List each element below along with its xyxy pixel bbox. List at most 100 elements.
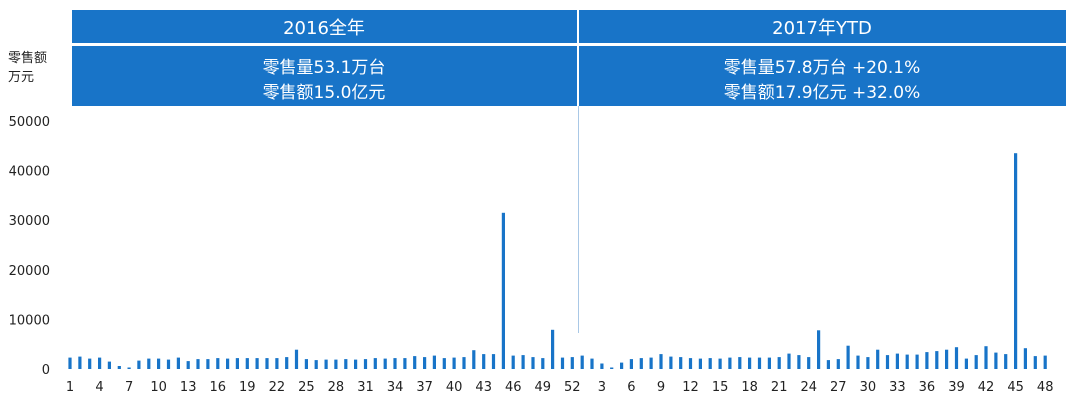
x-tick-label: 12 <box>682 380 699 395</box>
x-tick-label: 3 <box>598 380 606 395</box>
panel-2017-amount: 零售额17.9亿元 +32.0% <box>724 83 921 103</box>
bar <box>905 354 909 369</box>
bar <box>511 355 515 369</box>
bar <box>649 357 653 369</box>
bar <box>482 354 486 369</box>
x-tick-label: 49 <box>535 380 552 395</box>
bar <box>176 357 180 369</box>
x-tick-label: 21 <box>771 380 788 395</box>
bar <box>708 358 712 369</box>
bar <box>688 358 693 369</box>
bar <box>432 355 436 369</box>
bar <box>964 358 968 369</box>
y-tick-label: 30000 <box>9 214 50 229</box>
x-tick-label: 28 <box>328 380 345 395</box>
x-tick-label: 22 <box>269 380 286 395</box>
bar <box>275 358 279 369</box>
bar <box>68 357 72 369</box>
bar <box>1023 348 1027 369</box>
x-tick-label: 45 <box>1007 380 1024 395</box>
bar <box>994 352 998 369</box>
bar <box>817 330 821 369</box>
bar <box>324 359 328 369</box>
bar <box>856 355 860 369</box>
bar <box>423 357 427 369</box>
bar <box>895 353 899 369</box>
bar <box>334 359 338 369</box>
bar <box>885 355 890 369</box>
panel-2017-summary-box <box>579 46 1066 106</box>
bar <box>383 358 387 369</box>
bar <box>570 357 574 369</box>
bar <box>157 358 161 369</box>
bar <box>501 212 505 369</box>
bar <box>294 349 299 369</box>
bar <box>373 358 377 369</box>
x-axis: 1 4 7 10 13 16 19 22 25 28 31 34 37 40 43 46 49 52 3 6 9 12 15… <box>66 380 1054 395</box>
x-tick-label: 15 <box>712 380 729 395</box>
bar <box>472 350 476 369</box>
bar <box>127 367 131 369</box>
bar <box>826 360 830 369</box>
x-tick-label: 37 <box>416 380 433 395</box>
x-tick-label: 52 <box>564 380 581 395</box>
y-axis-unit: 零售额 万元 <box>8 50 47 85</box>
panel-2017-title-box <box>579 10 1066 43</box>
panel-2016-volume: 零售量53.1万台 <box>263 58 386 78</box>
bar <box>679 357 683 369</box>
y-tick-label: 0 <box>42 363 50 378</box>
bar <box>462 357 466 369</box>
bar <box>235 358 239 369</box>
bar <box>629 359 633 369</box>
bar <box>974 355 978 369</box>
x-tick-label: 9 <box>657 380 665 395</box>
bar <box>551 329 555 369</box>
bar <box>206 359 210 369</box>
bar <box>403 358 407 369</box>
bar <box>531 357 535 369</box>
panel-headers: 2016全年 2017年YTD 零售量53.1万台 零售额15.0亿元 零售量5… <box>72 10 1066 106</box>
bar <box>1043 355 1047 369</box>
x-tick-label: 18 <box>741 380 758 395</box>
bar <box>876 349 880 369</box>
bar <box>245 358 249 369</box>
bar <box>935 351 939 369</box>
bar <box>787 353 791 369</box>
bar <box>698 358 702 369</box>
x-tick-label: 19 <box>239 380 256 395</box>
bar <box>915 354 919 369</box>
bar <box>216 358 220 369</box>
x-tick-label: 36 <box>919 380 936 395</box>
bar <box>954 347 959 369</box>
bar <box>560 357 565 369</box>
x-tick-label: 4 <box>95 380 103 395</box>
bar <box>1033 356 1037 369</box>
bar <box>1004 354 1008 369</box>
bar <box>846 345 850 369</box>
bar <box>757 357 762 369</box>
bar <box>925 352 929 369</box>
bar <box>255 358 259 369</box>
y-tick-label: 10000 <box>9 313 50 328</box>
x-tick-label: 10 <box>150 380 167 395</box>
bar <box>186 361 190 369</box>
bar <box>728 357 732 369</box>
bar <box>600 363 604 369</box>
bar <box>413 356 417 369</box>
bar <box>521 355 525 369</box>
bar <box>590 358 594 369</box>
bar <box>226 358 230 369</box>
x-tick-label: 24 <box>801 380 818 395</box>
bar <box>363 359 368 369</box>
bar <box>344 359 348 369</box>
bar <box>78 356 82 369</box>
bar <box>945 349 949 369</box>
panel-2016-title: 2016全年 <box>283 18 365 39</box>
bar <box>88 358 92 369</box>
bar <box>738 357 742 369</box>
x-tick-label: 27 <box>830 380 847 395</box>
bar <box>748 357 752 369</box>
panel-2017-title: 2017年YTD <box>772 18 872 39</box>
